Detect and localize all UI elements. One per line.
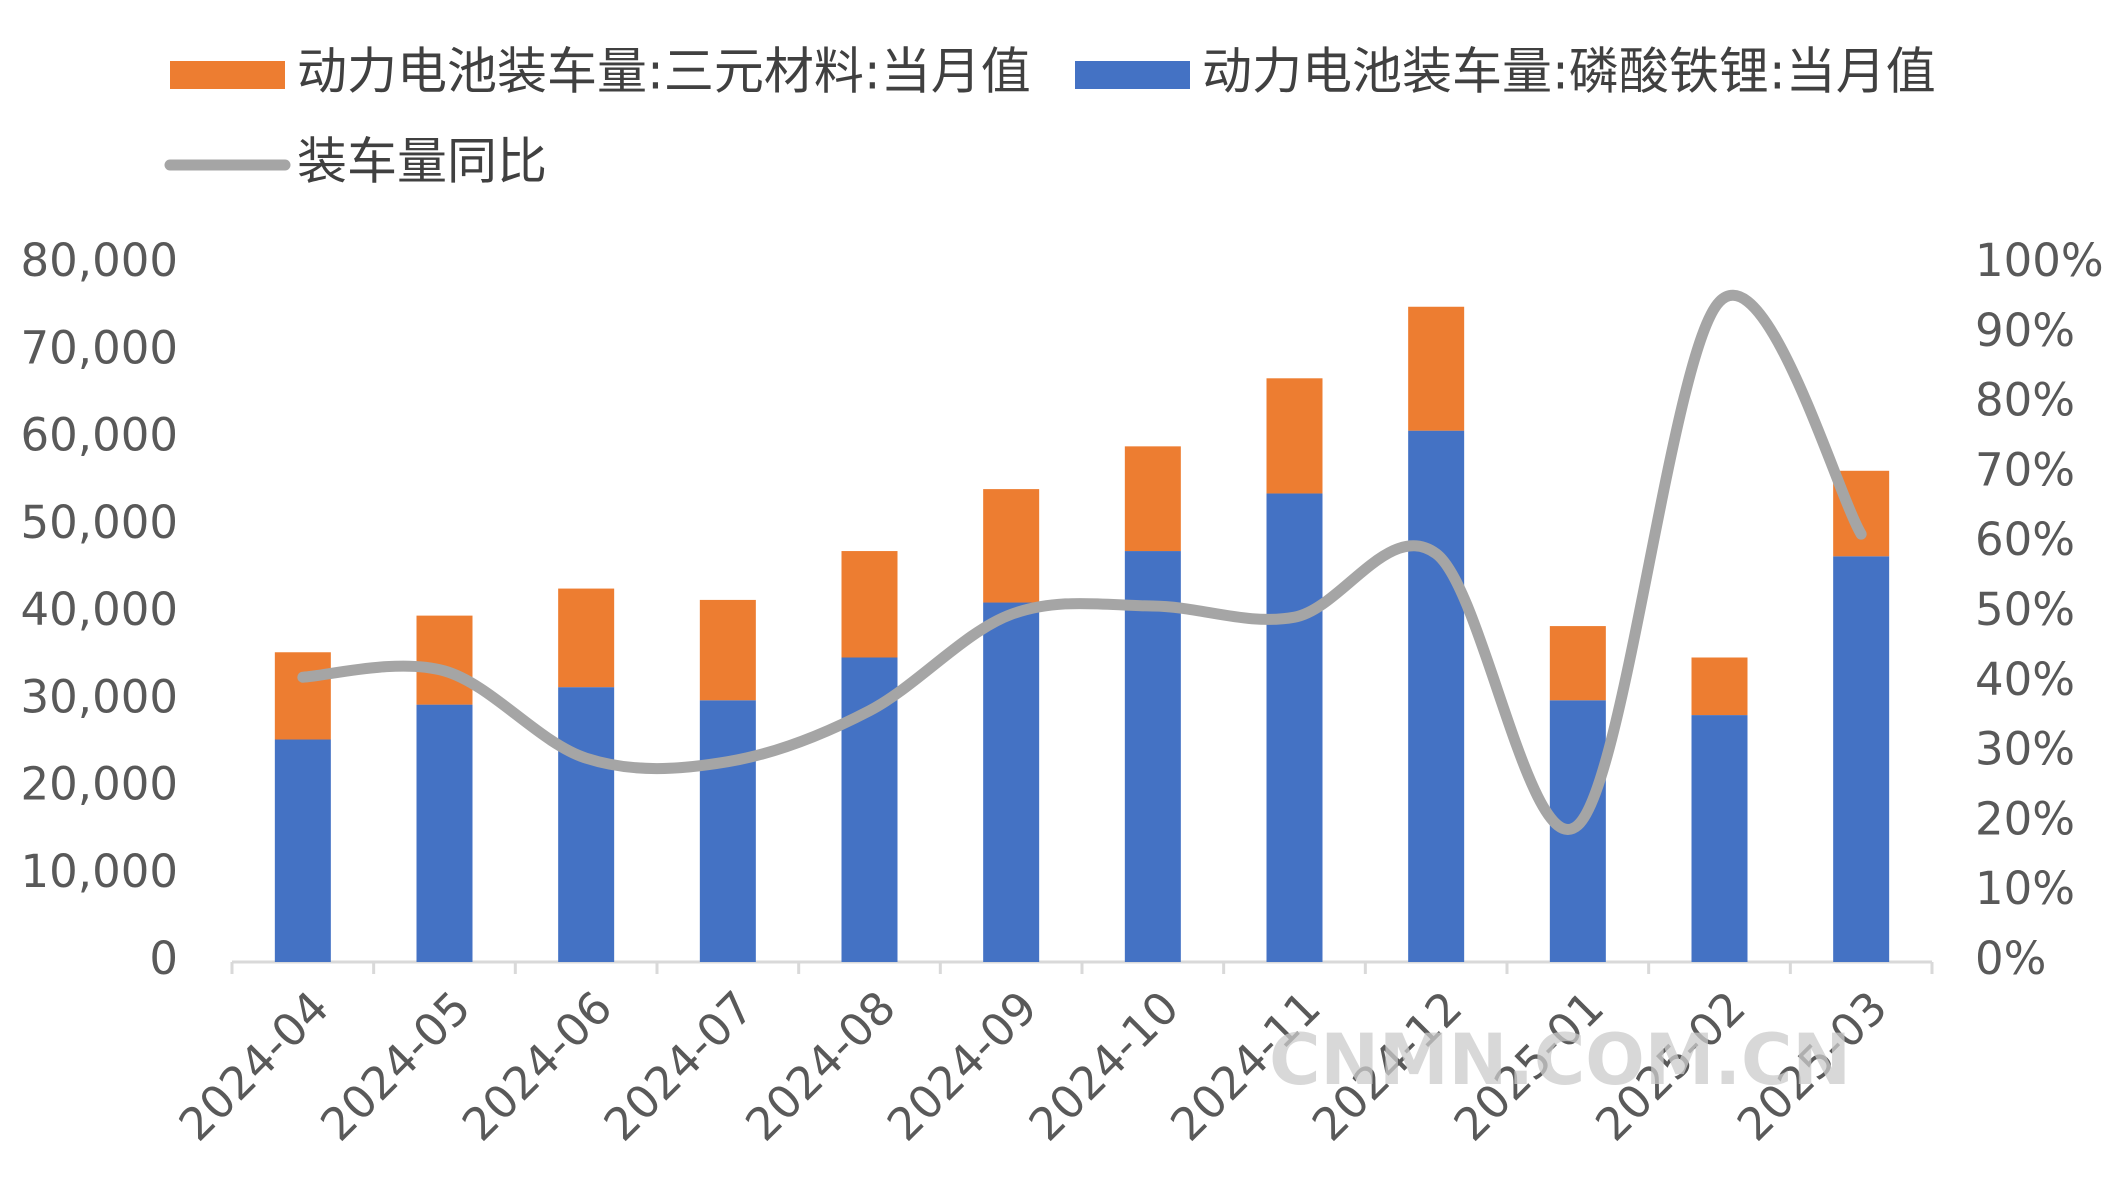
legend-swatch [1075, 61, 1190, 89]
x-tick-label: 2024-07 [594, 981, 764, 1151]
x-tick-label: 2024-10 [1019, 981, 1189, 1151]
y2-tick-label: 0% [1975, 932, 2046, 985]
bar [1408, 430, 1465, 963]
bar [558, 588, 615, 688]
bar [274, 652, 331, 740]
bar [1691, 715, 1748, 962]
y-tick-label: 10,000 [21, 845, 178, 898]
y2-tick-label: 50% [1975, 583, 2075, 636]
y2-tick-label: 80% [1975, 374, 2075, 427]
x-tick-label: 2024-05 [310, 981, 480, 1151]
legend-label: 动力电池装车量:三元材料:当月值 [297, 43, 1031, 101]
y2-tick-label: 40% [1975, 653, 2075, 706]
y2-tick-label: 10% [1975, 862, 2075, 915]
y-tick-label: 20,000 [21, 758, 178, 811]
bar [274, 739, 331, 962]
legend-swatch [170, 61, 285, 89]
bar [983, 602, 1040, 962]
y2-tick-label: 70% [1975, 443, 2075, 496]
line [297, 289, 1867, 835]
bar [1408, 306, 1465, 431]
y2-tick-label: 90% [1975, 304, 2075, 357]
y-tick-label: 80,000 [21, 234, 178, 287]
legend-label: 动力电池装车量:磷酸铁锂:当月值 [1202, 43, 1936, 101]
bar [416, 704, 473, 962]
watermark: CNMN.COM.CN [1269, 1019, 1851, 1101]
y-tick-label: 40,000 [21, 583, 178, 636]
bar [1124, 551, 1181, 962]
x-tick-label: 2024-09 [877, 981, 1047, 1151]
y-tick-label: 30,000 [21, 670, 178, 723]
bar [1124, 446, 1181, 552]
bar [1266, 493, 1323, 962]
y2-tick-label: 60% [1975, 513, 2075, 566]
x-tick-label: 2024-06 [452, 981, 622, 1151]
y-tick-label: 0 [149, 932, 178, 985]
bar [1266, 378, 1323, 494]
bar [1691, 657, 1748, 716]
x-tick-label: 2024-08 [735, 981, 905, 1151]
y-tick-label: 70,000 [21, 321, 178, 374]
bar [1549, 626, 1606, 701]
bar [841, 551, 898, 658]
bar [699, 700, 756, 962]
bar [558, 687, 615, 962]
bar [983, 489, 1040, 603]
bar [1833, 556, 1890, 962]
y2-tick-label: 30% [1975, 723, 2075, 776]
y2-tick-label: 100% [1975, 234, 2104, 287]
bar [699, 599, 756, 701]
y-tick-label: 50,000 [21, 496, 178, 549]
legend-label: 装车量同比 [297, 133, 547, 191]
y2-tick-label: 20% [1975, 792, 2075, 845]
x-tick-label: 2024-04 [169, 981, 339, 1151]
bar [416, 615, 473, 705]
y-tick-label: 60,000 [21, 409, 178, 462]
